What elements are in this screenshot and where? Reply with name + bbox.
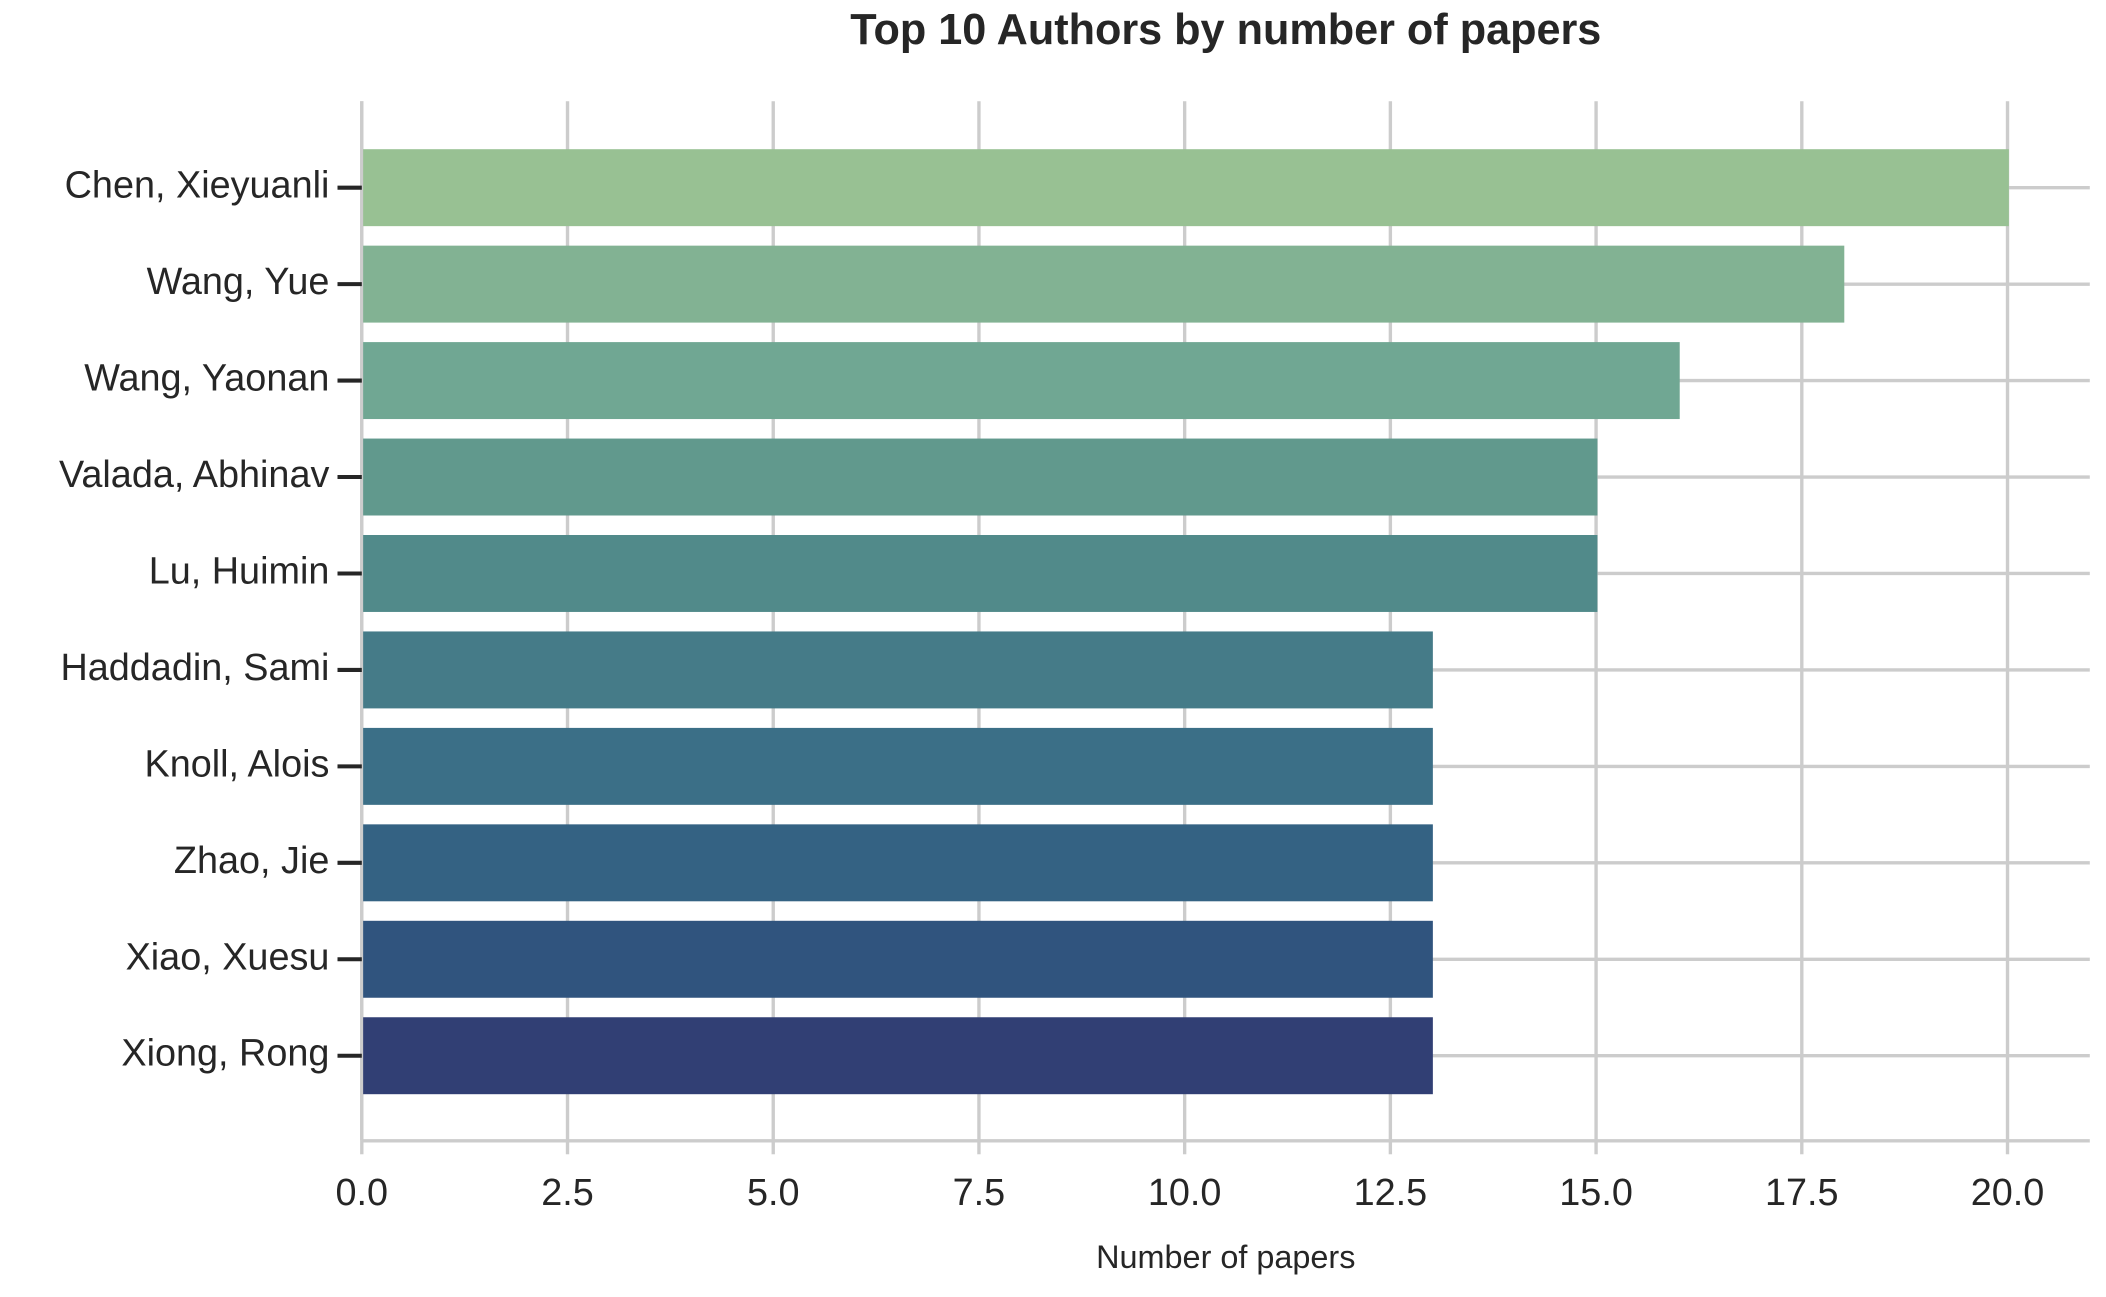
y-tick-label: Xiong, Rong bbox=[121, 1033, 329, 1075]
x-tick-label: 12.5 bbox=[1354, 1172, 1428, 1214]
bar bbox=[363, 727, 1433, 805]
x-tick-label: 17.5 bbox=[1765, 1172, 1839, 1214]
bar bbox=[363, 149, 2009, 227]
y-tick-label: Haddadin, Sami bbox=[60, 647, 329, 689]
bar bbox=[363, 824, 1433, 902]
bar bbox=[363, 1017, 1433, 1095]
y-tick-label: Chen, Xieyuanli bbox=[65, 165, 330, 207]
y-tick-label: Lu, Huimin bbox=[149, 550, 330, 592]
y-tick-label: Valada, Abhinav bbox=[59, 454, 329, 496]
x-tick-label: 15.0 bbox=[1559, 1172, 1633, 1214]
bar bbox=[363, 920, 1433, 998]
y-tick-label: Wang, Yue bbox=[147, 261, 330, 303]
y-tick-label: Knoll, Alois bbox=[145, 743, 330, 785]
bar bbox=[363, 535, 1598, 612]
x-tick-label: 7.5 bbox=[953, 1172, 1006, 1214]
x-tick-label: 20.0 bbox=[1971, 1172, 2045, 1214]
y-tick-label: Zhao, Jie bbox=[174, 840, 329, 882]
x-tick-label: 10.0 bbox=[1148, 1172, 1222, 1214]
x-tick-label: 0.0 bbox=[336, 1172, 389, 1214]
x-tick-label: 2.5 bbox=[541, 1172, 594, 1214]
bar bbox=[363, 342, 1680, 420]
bar bbox=[363, 631, 1433, 709]
x-tick-label: 5.0 bbox=[747, 1172, 800, 1214]
bar bbox=[363, 438, 1598, 516]
y-tick-label: Wang, Yaonan bbox=[84, 358, 329, 400]
y-tick-label: Xiao, Xuesu bbox=[126, 936, 330, 978]
bar bbox=[363, 245, 1845, 323]
x-axis-label: Number of papers bbox=[1096, 1239, 1355, 1275]
chart-title: Top 10 Authors by number of papers bbox=[850, 6, 1601, 54]
